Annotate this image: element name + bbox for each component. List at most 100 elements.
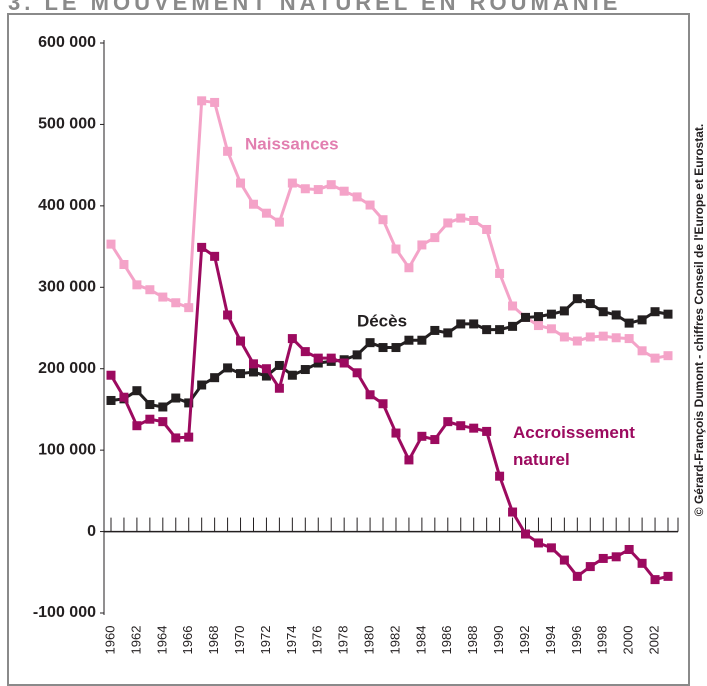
point [158,402,168,412]
point [417,240,427,250]
point [106,395,116,405]
point [158,417,168,427]
point [508,321,518,331]
point [624,544,634,554]
point [223,146,233,156]
y-tick-label: 500 000 [38,116,96,133]
series-line [109,244,669,582]
point [533,538,543,548]
point [521,529,531,539]
point [482,224,492,234]
point [598,307,608,317]
point [300,347,310,357]
point [456,319,466,329]
point [326,180,336,190]
point [546,543,556,553]
point [495,325,505,335]
x-tick-label: 1990 [491,626,506,655]
point [171,433,181,443]
point [119,259,129,269]
point [145,414,155,424]
point [598,553,608,563]
point [313,185,323,195]
point [223,363,233,373]
point [106,370,116,380]
point [365,338,375,348]
point [352,350,362,360]
point [663,309,673,319]
point [443,218,453,228]
point [482,325,492,335]
x-tick-label: 1964 [154,626,169,655]
point [533,321,543,331]
x-tick-label: 1966 [180,626,195,655]
y-tick-label: 300 000 [38,279,96,296]
point [145,400,155,410]
point [572,336,582,346]
point [585,299,595,309]
series-label: Accroissement naturel [513,423,635,469]
x-tick-label: 1984 [413,626,428,655]
y-tick-label: 100 000 [38,441,96,458]
y-tick-label: -100 000 [33,604,96,621]
point [637,315,647,325]
point [210,97,220,107]
point [378,399,388,409]
point [624,334,634,344]
point [261,364,271,374]
point [417,335,427,345]
y-tick-label: 400 000 [38,197,96,214]
point [171,393,181,403]
point [248,359,258,369]
point [650,353,660,363]
point [585,332,595,342]
point [184,398,194,408]
point [637,346,647,356]
point [391,343,401,353]
x-tick-label: 1960 [102,626,117,655]
point [546,324,556,334]
x-tick-label: 1988 [465,626,480,655]
y-tick-label: 600 000 [38,34,96,51]
point [508,507,518,517]
point [274,383,284,393]
x-tick-label: 1976 [310,626,325,655]
series-label: Naissances [245,134,339,153]
point [572,571,582,581]
point [624,318,634,328]
point [261,208,271,218]
point [313,353,323,363]
point [378,215,388,225]
point [585,562,595,572]
point [248,367,258,377]
x-tick-label: 1994 [543,626,558,655]
point [611,552,621,562]
point [663,351,673,361]
point [352,368,362,378]
point [365,200,375,210]
point [430,233,440,243]
x-tick-label: 1978 [336,626,351,655]
point [559,332,569,342]
point [508,301,518,311]
point [197,242,207,252]
x-tick-label: 1980 [362,626,377,655]
x-tick-label: 1986 [439,626,454,655]
point [521,312,531,322]
x-tick-label: 1992 [517,626,532,655]
point [145,285,155,295]
point [171,298,181,308]
frame [7,13,690,686]
point [391,244,401,254]
point [469,216,479,226]
y-tick-label: 200 000 [38,360,96,377]
point [559,555,569,565]
point [456,421,466,431]
point [469,423,479,433]
point [495,471,505,481]
point [287,334,297,344]
point [559,306,569,316]
point [404,263,414,273]
point [223,310,233,320]
